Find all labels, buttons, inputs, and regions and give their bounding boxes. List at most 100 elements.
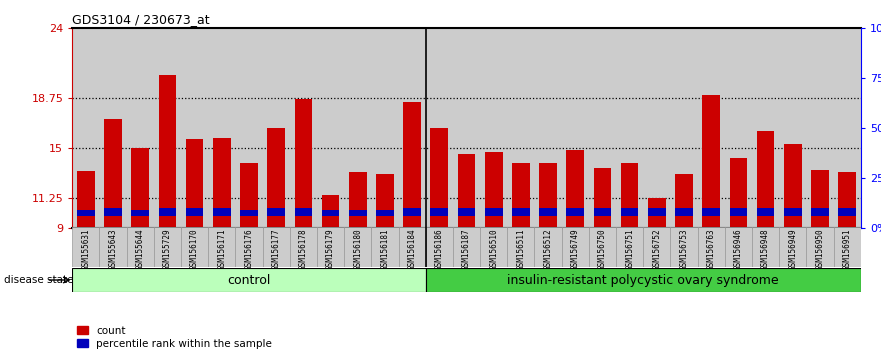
Bar <box>594 169 611 228</box>
Text: GSM156946: GSM156946 <box>734 229 743 270</box>
Legend: count, percentile rank within the sample: count, percentile rank within the sample <box>78 326 272 349</box>
Bar <box>675 174 692 228</box>
Bar <box>235 227 263 267</box>
Bar <box>213 138 231 228</box>
Text: GSM156180: GSM156180 <box>353 229 362 270</box>
Bar <box>784 208 802 216</box>
Bar <box>403 208 421 216</box>
Text: GSM156749: GSM156749 <box>571 229 580 270</box>
Text: GSM156512: GSM156512 <box>544 229 552 270</box>
Bar <box>371 227 398 267</box>
Bar <box>512 208 529 216</box>
Bar <box>539 163 557 228</box>
Bar <box>398 227 426 267</box>
Bar <box>698 227 725 267</box>
Bar <box>566 150 584 228</box>
Bar <box>702 208 720 216</box>
Bar <box>485 208 502 216</box>
Bar <box>839 208 856 216</box>
Bar <box>403 102 421 228</box>
Bar <box>621 163 639 228</box>
Bar <box>485 152 502 228</box>
Bar <box>290 227 317 267</box>
Bar <box>616 227 643 267</box>
Bar <box>104 208 122 216</box>
Bar <box>186 139 204 228</box>
Bar <box>643 227 670 267</box>
Bar <box>757 208 774 216</box>
Text: GSM156751: GSM156751 <box>626 229 634 270</box>
Text: GSM156187: GSM156187 <box>462 229 471 270</box>
Bar <box>77 210 94 216</box>
Bar <box>784 144 802 228</box>
Text: GSM156171: GSM156171 <box>218 229 226 270</box>
Text: disease state: disease state <box>4 275 74 285</box>
Bar <box>131 148 149 228</box>
Text: GSM156178: GSM156178 <box>299 229 307 270</box>
Bar <box>539 208 557 216</box>
Bar <box>729 208 747 216</box>
Bar <box>566 208 584 216</box>
Bar <box>839 172 856 228</box>
Bar <box>213 208 231 216</box>
Text: GDS3104 / 230673_at: GDS3104 / 230673_at <box>72 13 210 26</box>
Text: GSM156950: GSM156950 <box>816 229 825 270</box>
Bar <box>833 227 861 267</box>
Bar <box>512 163 529 228</box>
Bar <box>208 227 235 267</box>
Bar <box>457 208 476 216</box>
Bar <box>702 95 720 228</box>
Bar <box>267 208 285 216</box>
Bar <box>811 170 829 228</box>
Bar <box>648 208 666 216</box>
Bar <box>431 129 448 228</box>
Bar <box>322 210 339 216</box>
Text: GSM156184: GSM156184 <box>408 229 417 270</box>
Bar <box>186 208 204 216</box>
Bar <box>621 208 639 216</box>
Bar <box>535 227 562 267</box>
Bar <box>806 227 833 267</box>
Bar <box>104 119 122 228</box>
Bar <box>317 227 344 267</box>
Bar <box>426 227 453 267</box>
Bar <box>480 227 507 267</box>
Text: GSM156763: GSM156763 <box>707 229 715 270</box>
Bar <box>294 99 312 228</box>
Bar <box>752 227 779 267</box>
Bar <box>322 195 339 228</box>
Bar <box>294 208 312 216</box>
Bar <box>426 268 861 292</box>
Bar <box>670 227 698 267</box>
Bar <box>344 227 371 267</box>
Text: insulin-resistant polycystic ovary syndrome: insulin-resistant polycystic ovary syndr… <box>507 274 779 286</box>
Text: GSM156752: GSM156752 <box>652 229 662 270</box>
Bar <box>72 268 426 292</box>
Bar <box>77 171 94 228</box>
Bar <box>241 163 258 228</box>
Text: GSM156750: GSM156750 <box>598 229 607 270</box>
Text: GSM156181: GSM156181 <box>381 229 389 270</box>
Bar <box>349 210 366 216</box>
Bar <box>594 208 611 216</box>
Text: GSM156186: GSM156186 <box>435 229 444 270</box>
Bar <box>241 210 258 216</box>
Bar <box>349 172 366 228</box>
Bar <box>154 227 181 267</box>
Text: GSM155631: GSM155631 <box>81 229 91 270</box>
Text: GSM156176: GSM156176 <box>244 229 254 270</box>
Bar <box>757 131 774 228</box>
Bar <box>675 208 692 216</box>
Text: GSM155729: GSM155729 <box>163 229 172 270</box>
Bar <box>507 227 535 267</box>
Bar <box>648 198 666 228</box>
Bar <box>453 227 480 267</box>
Bar <box>159 208 176 216</box>
Text: GSM156949: GSM156949 <box>788 229 797 270</box>
Text: GSM155643: GSM155643 <box>108 229 117 270</box>
Text: GSM156951: GSM156951 <box>842 229 852 270</box>
Text: GSM156179: GSM156179 <box>326 229 335 270</box>
Bar <box>729 158 747 228</box>
Bar <box>376 210 394 216</box>
Bar <box>100 227 127 267</box>
